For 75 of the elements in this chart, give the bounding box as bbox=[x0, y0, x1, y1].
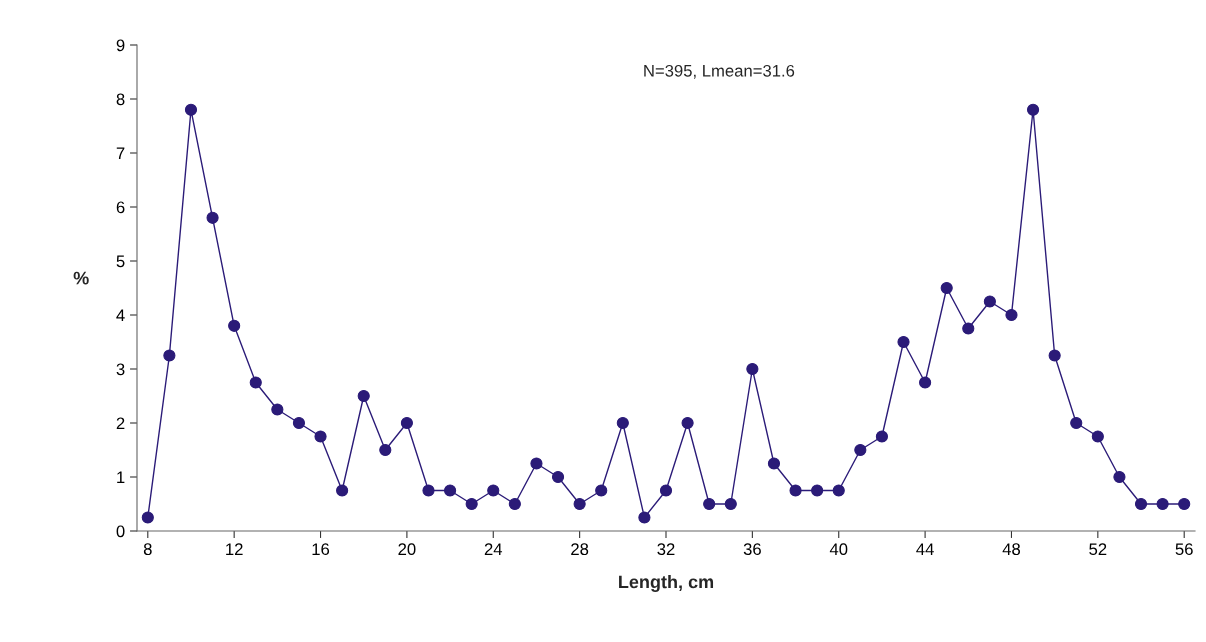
point bbox=[1005, 308, 1018, 322]
y-tick-label: 0 bbox=[116, 525, 125, 538]
point bbox=[573, 497, 586, 511]
point bbox=[379, 443, 392, 457]
point bbox=[1134, 497, 1148, 511]
point bbox=[249, 376, 262, 389]
point bbox=[1091, 430, 1104, 443]
x-tick-label: 40 bbox=[829, 543, 848, 556]
x-tick-label: 8 bbox=[143, 543, 152, 556]
point bbox=[336, 484, 349, 497]
point bbox=[508, 497, 521, 511]
x-axis-title: Length, cm bbox=[619, 575, 714, 592]
y-tick-label: 1 bbox=[117, 471, 125, 484]
point bbox=[789, 484, 802, 497]
point bbox=[983, 295, 996, 308]
point bbox=[875, 430, 888, 443]
x-tick-label: 32 bbox=[657, 543, 675, 556]
y-tick-label: 9 bbox=[116, 39, 125, 52]
y-tick-label: 6 bbox=[116, 201, 125, 214]
point bbox=[746, 362, 759, 376]
x-tick-label: 24 bbox=[484, 543, 503, 555]
point bbox=[703, 497, 716, 511]
x-tick-label: 28 bbox=[571, 543, 589, 556]
point bbox=[357, 389, 370, 403]
point bbox=[314, 430, 327, 443]
x-tick-label: 44 bbox=[916, 543, 934, 555]
point bbox=[228, 319, 241, 332]
y-axis-title: % bbox=[73, 271, 89, 285]
point bbox=[551, 470, 565, 484]
point bbox=[854, 443, 867, 457]
point bbox=[530, 457, 543, 470]
y-tick-label: 3 bbox=[116, 363, 125, 376]
point bbox=[465, 497, 478, 511]
point bbox=[638, 511, 651, 524]
point bbox=[767, 457, 781, 470]
x-tick-label: 56 bbox=[1175, 543, 1193, 556]
x-tick-label: 16 bbox=[312, 543, 330, 556]
point bbox=[184, 103, 198, 116]
y-tick-label: 2 bbox=[116, 417, 125, 430]
x-tick-label: 52 bbox=[1089, 543, 1107, 556]
point bbox=[400, 416, 413, 430]
point bbox=[141, 511, 154, 524]
point bbox=[919, 376, 932, 389]
point bbox=[1070, 416, 1083, 430]
point bbox=[1156, 497, 1169, 511]
point bbox=[595, 484, 608, 497]
point bbox=[724, 497, 737, 511]
y-tick-label: 4 bbox=[116, 309, 125, 322]
x-tick-label: 36 bbox=[743, 543, 761, 556]
y-tick-label: 5 bbox=[116, 255, 125, 268]
x-tick-label: 12 bbox=[226, 543, 243, 555]
x-tick-label: 20 bbox=[398, 543, 416, 556]
point bbox=[487, 484, 500, 497]
point bbox=[1113, 470, 1126, 484]
point bbox=[292, 416, 306, 430]
point bbox=[163, 349, 176, 362]
point bbox=[832, 484, 845, 497]
point bbox=[1178, 497, 1191, 511]
point bbox=[659, 484, 673, 497]
point bbox=[1026, 103, 1040, 116]
point bbox=[811, 484, 824, 497]
point bbox=[271, 403, 284, 416]
point bbox=[681, 416, 694, 430]
x-tick-label: 48 bbox=[1002, 543, 1021, 556]
point bbox=[206, 211, 219, 224]
point bbox=[940, 281, 953, 295]
point bbox=[444, 484, 457, 497]
point bbox=[616, 416, 629, 430]
annotation: N=395, Lmean=31.6 bbox=[644, 64, 795, 79]
point bbox=[962, 322, 975, 335]
point bbox=[1048, 349, 1061, 362]
y-tick-label: 7 bbox=[116, 147, 125, 160]
y-tick-label: 8 bbox=[116, 93, 125, 106]
point bbox=[422, 484, 435, 497]
point bbox=[897, 335, 910, 349]
